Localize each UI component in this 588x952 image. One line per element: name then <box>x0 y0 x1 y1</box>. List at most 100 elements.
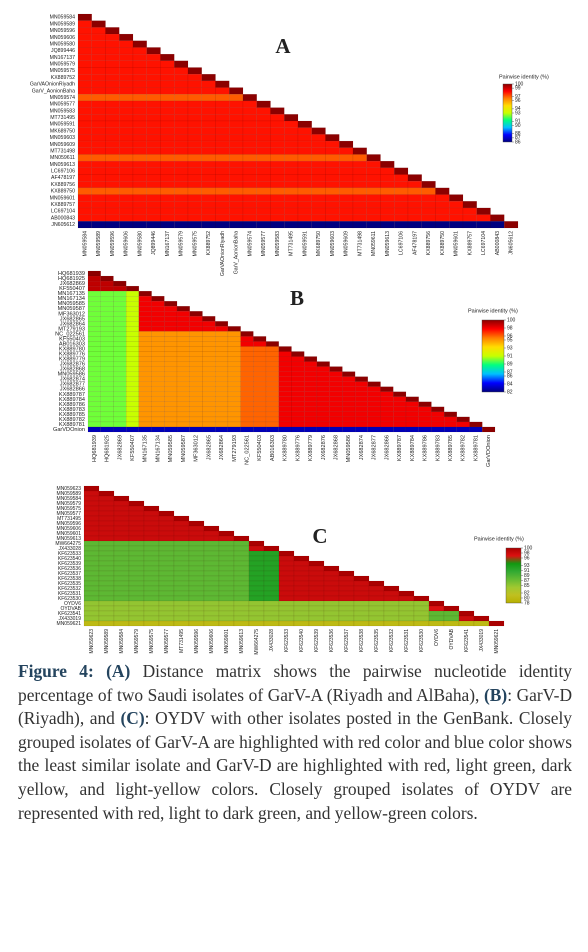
color-bar-label: 85 <box>524 583 530 589</box>
heatmap-cell <box>398 610 415 617</box>
heatmap-cell <box>160 67 175 75</box>
heatmap-cell <box>143 620 160 627</box>
heatmap-cell <box>188 560 205 567</box>
heatmap-cell <box>368 600 385 607</box>
heatmap-cell <box>278 426 292 433</box>
heatmap-cell <box>215 207 230 215</box>
heatmap-cell <box>253 376 267 382</box>
heatmap-cell <box>240 346 254 352</box>
row-label: AB016303 <box>59 341 85 347</box>
heatmap-cell <box>253 351 267 357</box>
heatmap-cell <box>215 154 230 162</box>
heatmap-cell <box>113 620 130 627</box>
heatmap-cell <box>329 386 343 392</box>
heatmap-cell <box>428 615 445 622</box>
heatmap-cell <box>393 396 407 402</box>
heatmap-cell <box>100 396 114 402</box>
heatmap-cell <box>143 520 160 527</box>
column-label: KX889782 <box>461 435 467 461</box>
heatmap-cell <box>218 550 235 557</box>
heatmap-cell <box>329 421 343 428</box>
heatmap-cell <box>248 570 265 577</box>
heatmap-cell <box>233 610 250 617</box>
heatmap-cell <box>143 555 160 562</box>
heatmap-cell <box>187 214 202 222</box>
heatmap-cell <box>233 535 250 542</box>
heatmap-cell <box>227 421 241 428</box>
heatmap-cell <box>119 207 134 215</box>
heatmap-cell <box>435 187 450 195</box>
heatmap-cell <box>233 550 250 557</box>
heatmap-cell <box>284 140 299 148</box>
heatmap-cell <box>91 47 106 55</box>
heatmap-cell <box>256 100 271 108</box>
heatmap-cell <box>293 605 310 612</box>
heatmap-cell <box>138 356 152 362</box>
heatmap-cell <box>160 201 175 209</box>
heatmap-cell <box>431 416 445 423</box>
heatmap-cell <box>449 207 464 215</box>
color-bar-label: 87 <box>524 578 530 584</box>
heatmap-cell <box>248 615 265 622</box>
heatmap-cell <box>77 87 92 95</box>
column-label: MN059577 <box>164 629 170 654</box>
heatmap-cell <box>113 426 127 433</box>
heatmap-cell <box>187 181 202 189</box>
heatmap-cell <box>77 74 92 82</box>
heatmap-cell <box>311 207 326 215</box>
heatmap-cell <box>242 167 257 175</box>
heatmap-cell <box>91 167 106 175</box>
heatmap-cell <box>242 160 257 168</box>
heatmap-cell <box>329 366 343 372</box>
heatmap-cell <box>160 167 175 175</box>
heatmap-cell <box>278 371 292 377</box>
heatmap-cell <box>146 87 161 95</box>
heatmap-cell <box>316 386 330 392</box>
heatmap-cell <box>308 580 325 587</box>
heatmap-cell <box>105 160 120 168</box>
heatmap-cell <box>188 615 205 622</box>
heatmap-cell <box>323 600 340 607</box>
heatmap-cell <box>263 610 280 617</box>
column-label: JX433019 <box>479 629 485 652</box>
caption-bold: (C) <box>120 708 145 729</box>
heatmap-cell <box>265 356 279 362</box>
heatmap-cell <box>87 321 101 327</box>
heatmap-cell <box>270 127 285 135</box>
heatmap-cell <box>146 194 161 202</box>
heatmap-cell <box>393 426 407 433</box>
heatmap-cell <box>138 316 152 322</box>
heatmap-cell <box>132 80 147 88</box>
row-label: MN059603 <box>50 135 75 141</box>
heatmap-cell <box>284 160 299 168</box>
heatmap-cell <box>394 187 409 195</box>
heatmap-cell <box>176 391 190 397</box>
heatmap-cell <box>126 381 140 387</box>
heatmap-cell <box>278 401 292 407</box>
heatmap-cell <box>405 421 419 428</box>
heatmap-cell <box>105 127 120 135</box>
heatmap-cell <box>113 401 127 407</box>
heatmap-cell <box>202 351 216 357</box>
heatmap-cell <box>113 411 127 418</box>
heatmap-cell <box>164 306 178 312</box>
heatmap-cell <box>151 341 165 347</box>
heatmap-cell <box>456 421 470 428</box>
heatmap-cell <box>119 187 134 195</box>
heatmap-cell <box>394 201 409 209</box>
heatmap-cell <box>316 401 330 407</box>
heatmap-cell <box>113 381 127 387</box>
heatmap-cell <box>201 207 216 215</box>
heatmap-cell <box>174 181 189 189</box>
heatmap-cell <box>218 585 235 592</box>
heatmap-cell <box>215 201 230 209</box>
color-bar-label: 78 <box>524 600 530 606</box>
heatmap-cell <box>119 140 134 148</box>
heatmap-cell <box>428 620 445 627</box>
heatmap-cell <box>352 187 367 195</box>
heatmap-cell <box>242 154 257 162</box>
heatmap-cell <box>284 194 299 202</box>
heatmap-cell <box>352 154 367 162</box>
column-label: OYDV6 <box>434 629 440 646</box>
heatmap-cell <box>174 120 189 128</box>
